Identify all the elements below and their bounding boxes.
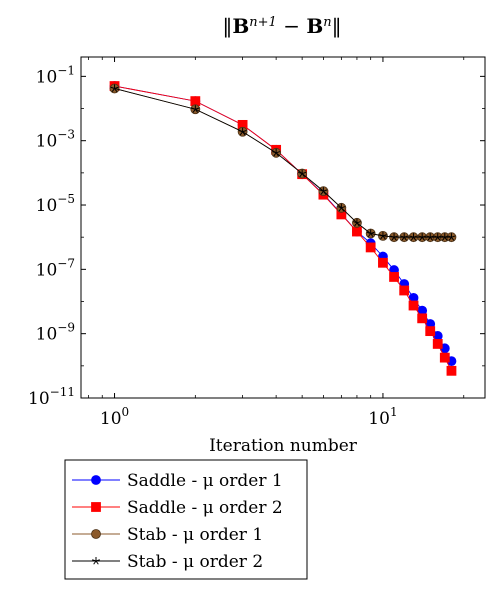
legend-item: Saddle - μ order 1 (72, 471, 283, 491)
data-point (439, 352, 450, 363)
series-layer (109, 81, 457, 376)
title-norm-left: ‖ (222, 14, 232, 39)
legend: Saddle - μ order 1 Saddle - μ order 2 Stab… (64, 459, 308, 580)
data-point (446, 365, 457, 376)
x-tick-label: 101 (368, 405, 397, 429)
x-axis: 100 101 (88, 57, 465, 429)
plot-frame (80, 56, 486, 399)
y-tick-label: 10−9 (36, 321, 75, 345)
data-point (110, 84, 119, 93)
data-point (417, 313, 428, 324)
series-line (114, 85, 452, 362)
x-tick-label: 100 (100, 405, 129, 429)
series-4 (110, 84, 456, 241)
legend-item: Stab - μ order 2 (72, 552, 263, 572)
x-axis-label: Iteration number (209, 436, 358, 456)
data-point (408, 300, 419, 311)
data-point (190, 96, 201, 107)
data-point (238, 127, 247, 136)
y-tick-label-base: 10 (36, 132, 58, 152)
series-line (114, 88, 452, 238)
y-tick-exponent: −5 (57, 192, 75, 206)
y-axis: 10−110−310−510−710−910−11 (28, 63, 485, 409)
series-3 (109, 83, 457, 243)
data-point (399, 285, 410, 296)
legend-marker (91, 529, 101, 539)
data-point (418, 233, 427, 241)
data-point (298, 169, 307, 178)
series-2 (109, 81, 457, 376)
data-point (447, 233, 456, 241)
y-tick-label-base: 10 (36, 196, 58, 216)
data-point (378, 231, 387, 240)
data-point (389, 272, 399, 282)
data-point (409, 233, 418, 241)
legend-label: Stab - μ order 1 (127, 525, 263, 545)
y-tick-exponent: −1 (57, 63, 75, 77)
x-tick-exponent: 1 (390, 405, 398, 419)
x-tick-exponent: 0 (122, 405, 130, 419)
y-tick-label: 10−5 (36, 192, 75, 216)
title-minus: − (277, 14, 306, 38)
y-tick-label: 10−7 (36, 256, 75, 280)
title-norm-right: ‖ (332, 14, 342, 39)
y-tick-exponent: −9 (57, 321, 75, 335)
x-tick-label-base: 10 (100, 409, 122, 429)
data-point (352, 226, 362, 237)
legend-marker (91, 502, 101, 512)
data-point (378, 257, 388, 268)
y-tick-label: 10−11 (28, 385, 75, 409)
y-tick-label-base: 10 (36, 67, 58, 87)
data-point (191, 105, 200, 113)
legend-marker (92, 557, 100, 565)
series-line (114, 85, 452, 372)
legend-item: Stab - μ order 1 (72, 525, 263, 545)
chart-title: ‖Bn+1 − Bn‖ (222, 14, 341, 39)
title-sup1: n+1 (249, 15, 277, 30)
y-tick-label-base: 10 (36, 260, 58, 280)
series-line (114, 88, 452, 238)
data-point (272, 148, 281, 157)
y-tick-label: 10−3 (36, 128, 75, 152)
data-point (425, 326, 436, 337)
title-sup2: n (323, 15, 331, 30)
data-point (400, 233, 409, 241)
data-point (319, 187, 328, 195)
series-1 (109, 81, 457, 367)
legend-item: Saddle - μ order 2 (72, 498, 283, 518)
y-tick-label-base: 10 (36, 325, 58, 345)
legend-label: Saddle - μ order 2 (127, 498, 283, 518)
legend-label: Saddle - μ order 1 (127, 471, 283, 491)
data-point (337, 203, 346, 212)
legend-marker (91, 475, 101, 485)
y-tick-exponent: −3 (57, 128, 75, 142)
data-point (433, 233, 442, 241)
y-tick-label: 10−1 (36, 63, 75, 87)
legend-items: Saddle - μ order 1 Saddle - μ order 2 Stab… (72, 471, 283, 572)
data-point (432, 339, 443, 349)
data-point (390, 233, 399, 241)
data-point (366, 229, 375, 238)
y-tick-label-base: 10 (28, 389, 50, 409)
data-point (426, 233, 435, 241)
legend-label: Stab - μ order 2 (127, 552, 263, 572)
y-tick-exponent: −7 (57, 256, 75, 270)
data-point (352, 218, 361, 227)
title-b2: B (306, 14, 323, 38)
data-point (365, 242, 376, 253)
y-tick-exponent: −11 (50, 385, 75, 399)
data-point (440, 233, 449, 241)
title-text: ‖Bn+1 − Bn‖ (222, 14, 341, 39)
title-b1: B (232, 14, 249, 38)
x-tick-label-base: 10 (368, 409, 390, 429)
